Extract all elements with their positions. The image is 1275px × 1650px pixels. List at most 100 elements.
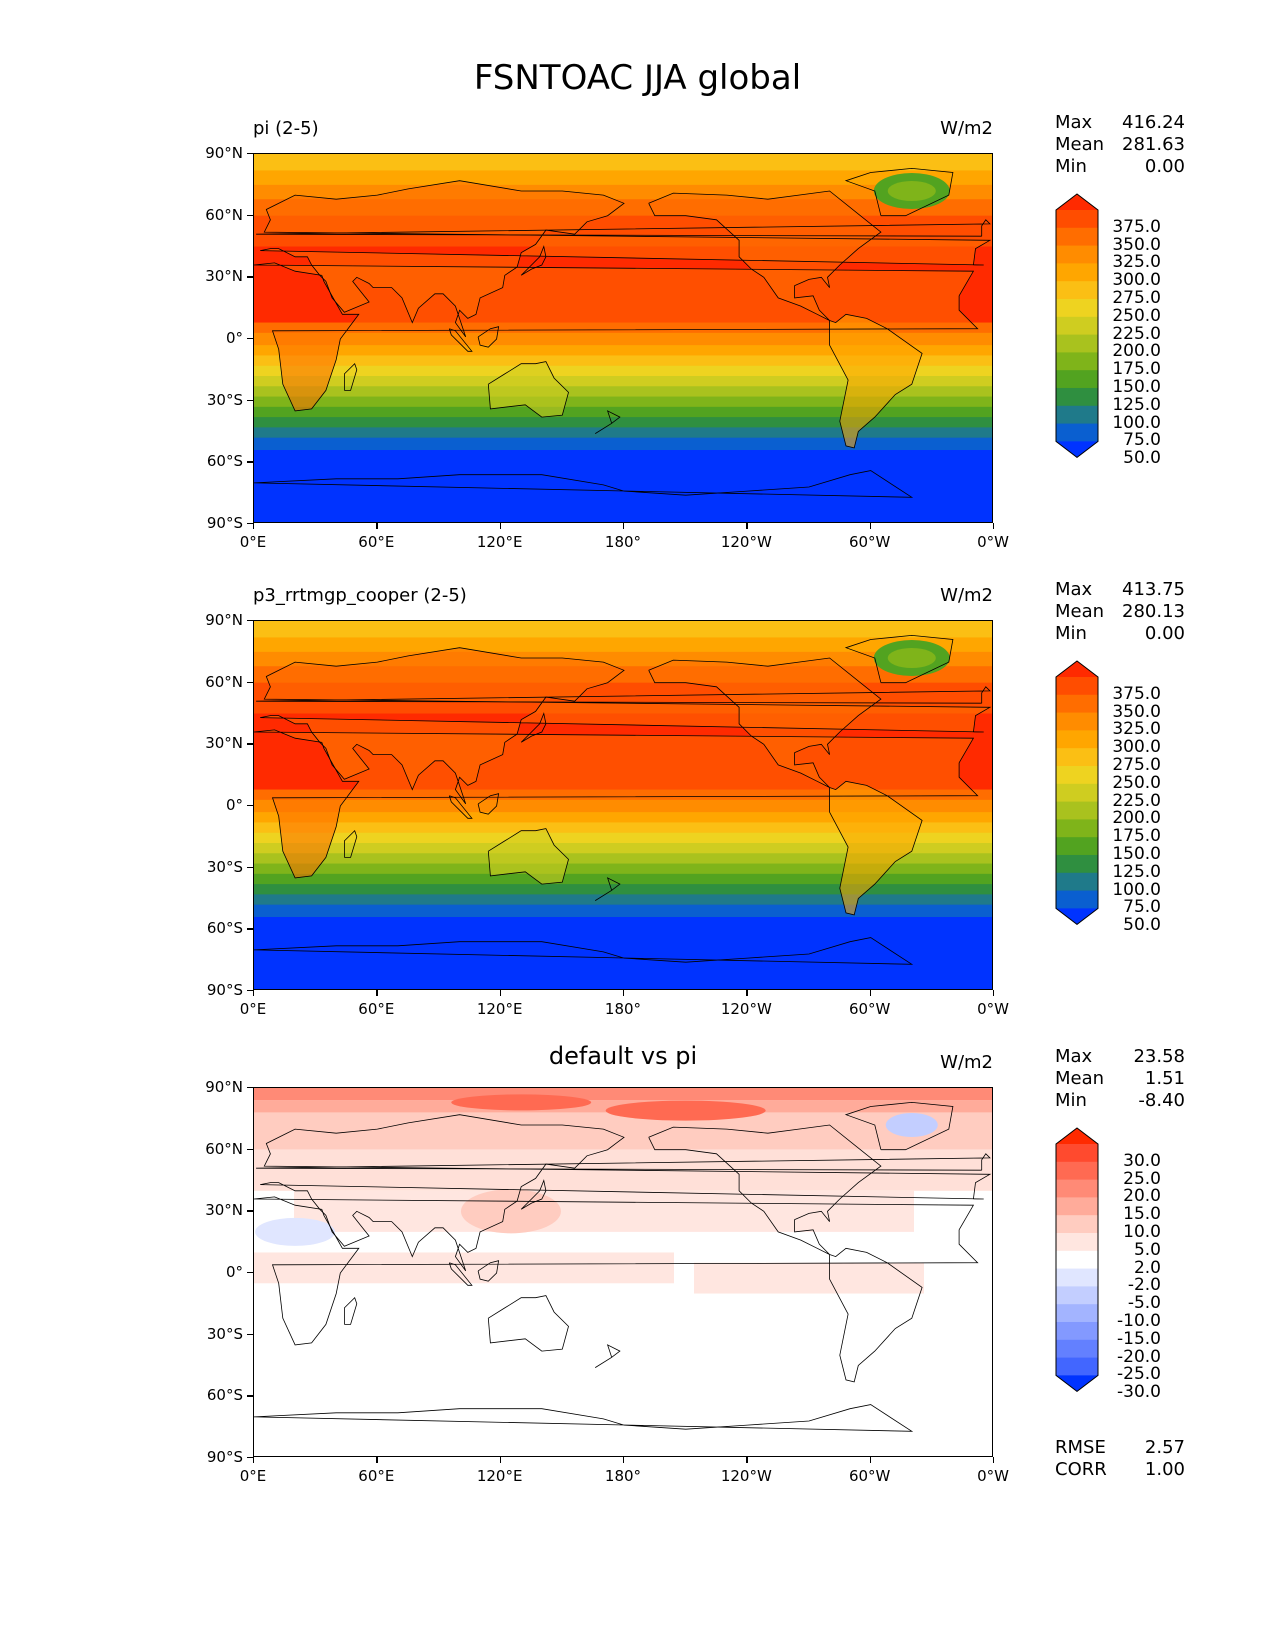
lon-label: 60°E (358, 533, 395, 551)
coastline (448, 328, 473, 352)
field-band (254, 853, 992, 865)
map-panel: default vs pi W/m2 90°N 60°N 30°N 0° 30°S 60°S 9… (0, 1042, 1275, 1512)
lat-label: 90°N (205, 611, 243, 629)
stat-value: 1.00 (1144, 1459, 1185, 1480)
field-band (254, 386, 992, 398)
colorbar-segment (1056, 334, 1098, 353)
coastline (260, 647, 992, 805)
field-band (254, 843, 992, 854)
lon-tick (253, 1457, 255, 1463)
coastline (520, 712, 547, 743)
lon-tick (993, 523, 995, 529)
lat-tick (247, 153, 253, 155)
lon-tick (376, 990, 378, 996)
land-field (254, 180, 990, 448)
map-svg (254, 621, 992, 989)
colorbar: 375.0 350.0 325.0 300.0 275.0 250.0 225.0 200.0… (1055, 193, 1177, 467)
lon-label: 180° (604, 1000, 642, 1018)
stat-row: CORR 1.00 (1055, 1459, 1185, 1481)
colorbar-top-arrow (1056, 660, 1098, 677)
lat-tick (247, 399, 253, 401)
field-band (254, 355, 992, 367)
lon-label: 120°E (476, 1467, 523, 1485)
colorbar-top-arrow (1056, 1128, 1098, 1144)
lat-label: 60°S (206, 452, 243, 471)
lat-tick (247, 1087, 253, 1089)
lat-tick (247, 1272, 253, 1274)
stat-row: Min 0.00 (1055, 623, 1185, 645)
field-patch (294, 1190, 914, 1232)
error-stats-box: RMSE 2.57 CORR 1.00 (1055, 1437, 1185, 1481)
colorbar-segment (1056, 712, 1098, 731)
colorbar-level-label: 175.0 (1112, 826, 1161, 847)
colorbar-level-label: 375.0 (1112, 216, 1161, 237)
colorbar-segment (1056, 819, 1098, 838)
stat-value: 413.75 (1122, 579, 1185, 600)
colorbar-bottom-arrow (1056, 908, 1098, 925)
field-band (254, 450, 992, 522)
colorbar-level-label: 200.0 (1112, 341, 1161, 362)
stat-row: Mean 1.51 (1055, 1068, 1185, 1090)
lon-label: 60°W (848, 533, 891, 551)
coastline (477, 793, 500, 815)
lon-label: 60°E (358, 1000, 395, 1018)
units-label: W/m2 (940, 1052, 993, 1073)
coastline (344, 362, 358, 391)
lat-tick (247, 928, 253, 930)
coastline (487, 361, 569, 418)
lat-label: 60°N (205, 1139, 243, 1158)
coastline (256, 219, 991, 237)
field-band (254, 812, 992, 823)
lon-label: 120°W (720, 1467, 772, 1485)
lat-tick (247, 990, 253, 992)
coastline (844, 167, 954, 217)
colorbar-svg (1055, 660, 1099, 926)
colorbar-segment (1056, 1232, 1098, 1252)
colorbar-segment (1056, 1143, 1098, 1163)
lon-tick (499, 990, 501, 996)
stat-name: Max (1055, 112, 1093, 133)
colorbar-level-label: 350.0 (1112, 701, 1161, 722)
field-band (254, 873, 992, 885)
colorbar-segment (1056, 694, 1098, 714)
lon-label: 180° (604, 1467, 642, 1485)
colorbar-segment (1056, 872, 1098, 892)
lat-label: 90°N (205, 1078, 243, 1096)
field-band (254, 904, 992, 918)
colorbar-level-label: 350.0 (1112, 234, 1161, 255)
coastlines (254, 167, 992, 498)
colorbar-level-label: -25.0 (1117, 1364, 1161, 1385)
colorbar-level-label: -10.0 (1117, 1311, 1161, 1331)
colorbar-segment (1056, 1179, 1098, 1198)
colorbar-segment (1056, 676, 1098, 696)
coastline (594, 1344, 621, 1368)
coastline (487, 1295, 569, 1352)
coastline (829, 313, 923, 449)
colorbar-level-label: -15.0 (1117, 1328, 1161, 1349)
coastline (254, 1196, 979, 1346)
colorbar-level-label: 275.0 (1112, 755, 1161, 775)
stat-value: 416.24 (1122, 112, 1185, 133)
stat-name: Min (1055, 156, 1087, 177)
lat-label: 90°S (206, 514, 243, 532)
colorbar-level-label: 275.0 (1112, 288, 1161, 308)
lon-tick (253, 523, 255, 529)
stat-value: 0.00 (1144, 623, 1185, 644)
field-band (254, 637, 992, 653)
stat-name: Mean (1055, 1068, 1105, 1089)
lon-label: 120°W (720, 1000, 772, 1018)
lon-tick (993, 990, 995, 996)
stat-row: Mean 281.63 (1055, 134, 1185, 156)
colorbar-level-label: 75.0 (1123, 897, 1161, 918)
colorbar-level-label: 175.0 (1112, 359, 1161, 380)
stats-box: Max 413.75 Mean 280.13 Min 0.00 (1055, 579, 1185, 645)
coastline (594, 877, 621, 901)
coastline (254, 470, 914, 498)
lat-label: 0° (225, 796, 243, 814)
colorbar-level-label: 100.0 (1112, 412, 1161, 433)
lon-label: 120°E (476, 1000, 523, 1018)
stat-row: Min 0.00 (1055, 156, 1185, 178)
colorbar-segment (1056, 801, 1098, 820)
lat-tick (247, 1148, 253, 1150)
colorbar-level-label: 225.0 (1112, 790, 1161, 811)
